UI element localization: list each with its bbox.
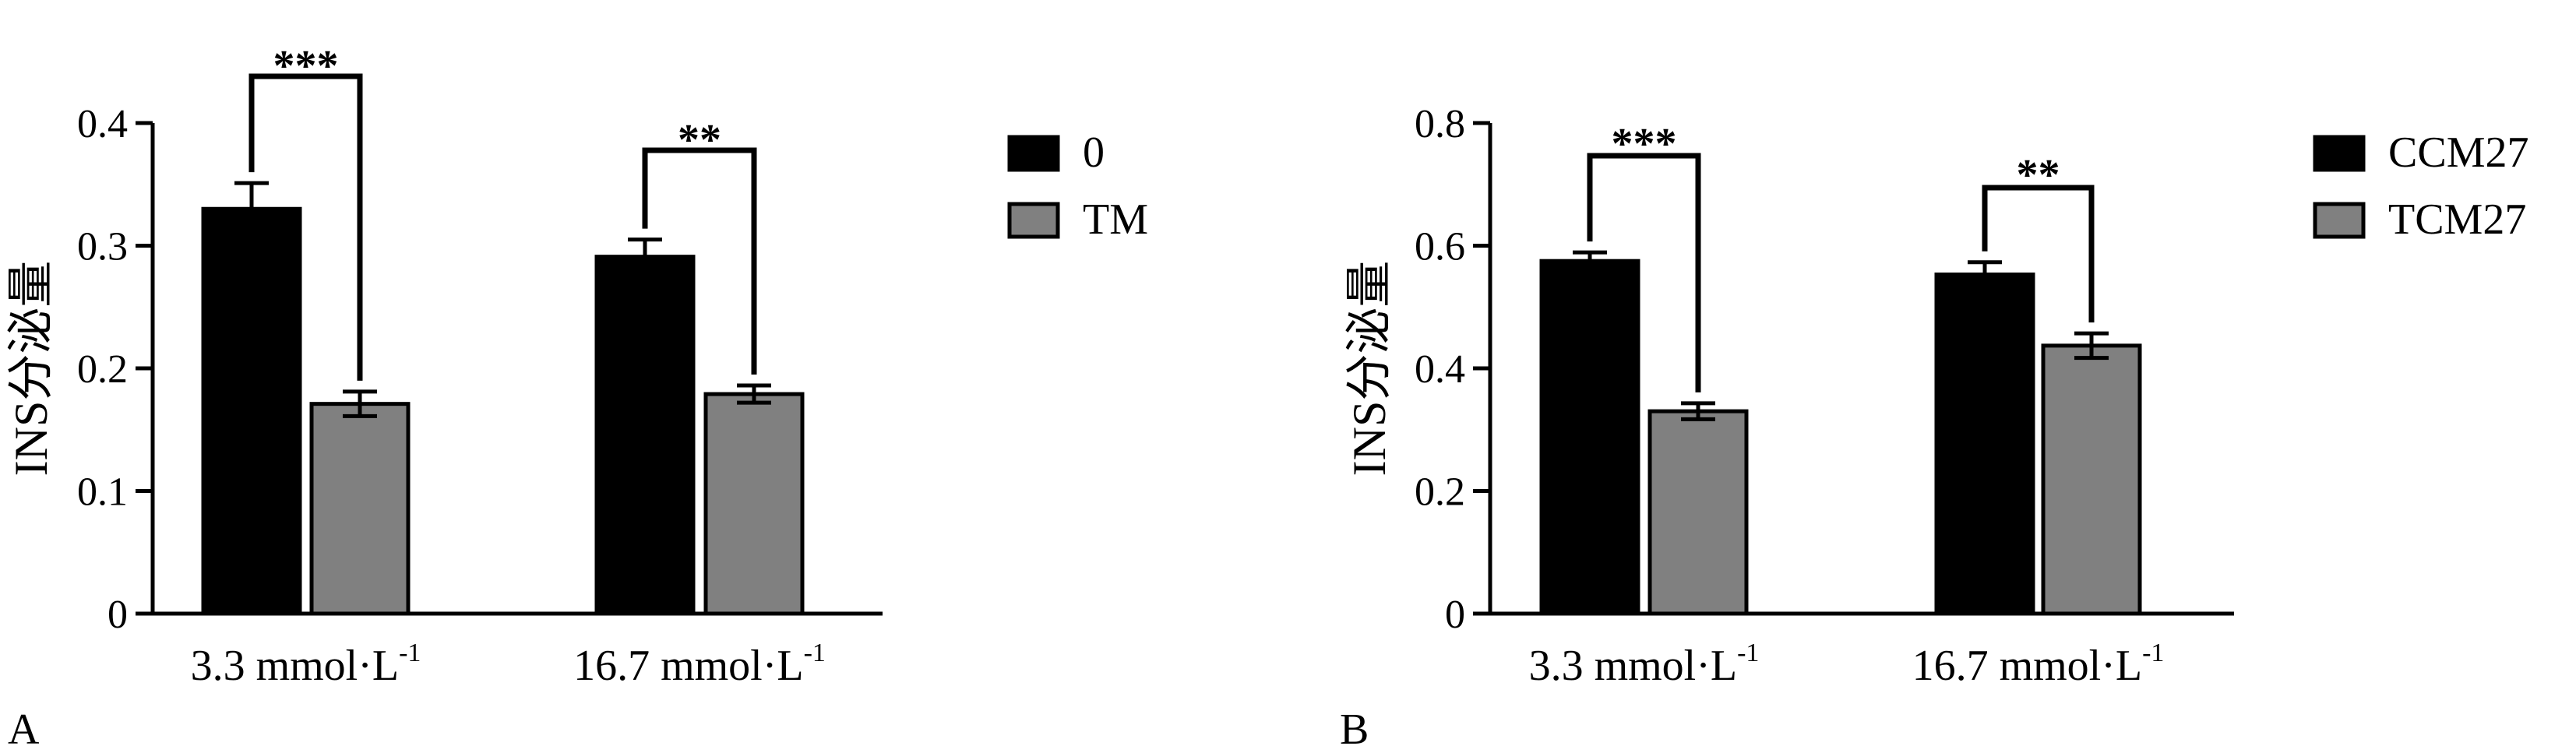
x-category-label: 16.7 mmol·L-1 — [1912, 639, 2165, 690]
bar-CCM27-1 — [1934, 273, 2035, 616]
y-tick-label: 0.6 — [1415, 225, 1465, 269]
legend-label: TM — [1083, 195, 1148, 244]
significance-label: ** — [678, 116, 721, 164]
legend-label: CCM27 — [2388, 128, 2529, 177]
y-tick-label: 0.4 — [77, 102, 128, 146]
significance-label: *** — [273, 42, 339, 90]
bar-0-1 — [594, 255, 696, 616]
legend-swatch-TCM27 — [2313, 202, 2366, 239]
significance-bracket — [1587, 153, 1701, 392]
chart-panel-B: 0 0.2 0.4 0.6 0.8 INS分泌量 *** 3.3 mmol·L-1 ** 16.7… — [1340, 102, 2529, 753]
significance-label: *** — [1612, 120, 1677, 168]
significance-label: ** — [2017, 151, 2060, 199]
legend-label: 0 — [1083, 128, 1105, 177]
bar-TM-1 — [703, 392, 805, 616]
panel-label: A — [8, 705, 40, 753]
y-tick-label: 0.8 — [1415, 102, 1465, 146]
y-tick-label: 0.2 — [1415, 470, 1465, 515]
legend-swatch-TM — [1007, 202, 1060, 239]
panel-label: B — [1340, 705, 1369, 753]
legend-swatch-CCM27 — [2313, 135, 2366, 172]
bar-TCM27-1 — [2041, 343, 2142, 616]
y-tick-label: 0 — [1445, 593, 1465, 637]
significance-bracket — [642, 147, 757, 375]
y-tick-label: 0.2 — [77, 347, 128, 392]
chart-panel-A: 0 0.1 0.2 0.3 0.4 INS分泌量 *** 3.3 mmol·L-1 ** 16.7… — [5, 42, 1148, 753]
legend-swatch-0 — [1007, 135, 1060, 172]
y-tick-label: 0.4 — [1415, 347, 1465, 392]
bar-0-0 — [201, 206, 302, 616]
bar-CCM27-0 — [1539, 259, 1640, 616]
y-tick-label: 0.1 — [77, 470, 128, 515]
x-category-label: 16.7 mmol·L-1 — [573, 639, 826, 690]
y-axis-label: INS分泌量 — [5, 261, 57, 477]
significance-bracket — [1982, 185, 2095, 323]
bar-TCM27-0 — [1647, 409, 1749, 616]
y-tick-label: 0.3 — [77, 225, 128, 269]
y-axis-label: INS分泌量 — [1344, 261, 1395, 477]
x-category-label: 3.3 mmol·L-1 — [191, 639, 421, 690]
legend-label: TCM27 — [2388, 195, 2526, 244]
bar-TM-0 — [309, 402, 411, 616]
significance-bracket — [248, 73, 363, 381]
x-category-label: 3.3 mmol·L-1 — [1529, 639, 1760, 690]
y-tick-label: 0 — [107, 593, 128, 637]
